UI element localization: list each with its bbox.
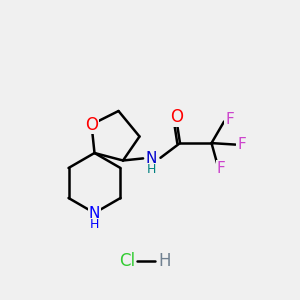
- Text: N: N: [146, 151, 157, 166]
- Text: H: H: [147, 163, 156, 176]
- Text: F: F: [217, 161, 226, 176]
- Text: O: O: [85, 116, 98, 134]
- Text: H: H: [158, 252, 171, 270]
- Text: O: O: [170, 108, 183, 126]
- Text: N: N: [89, 206, 100, 220]
- Text: Cl: Cl: [119, 252, 135, 270]
- Text: F: F: [225, 112, 234, 127]
- Text: H: H: [90, 218, 99, 231]
- Text: F: F: [237, 137, 246, 152]
